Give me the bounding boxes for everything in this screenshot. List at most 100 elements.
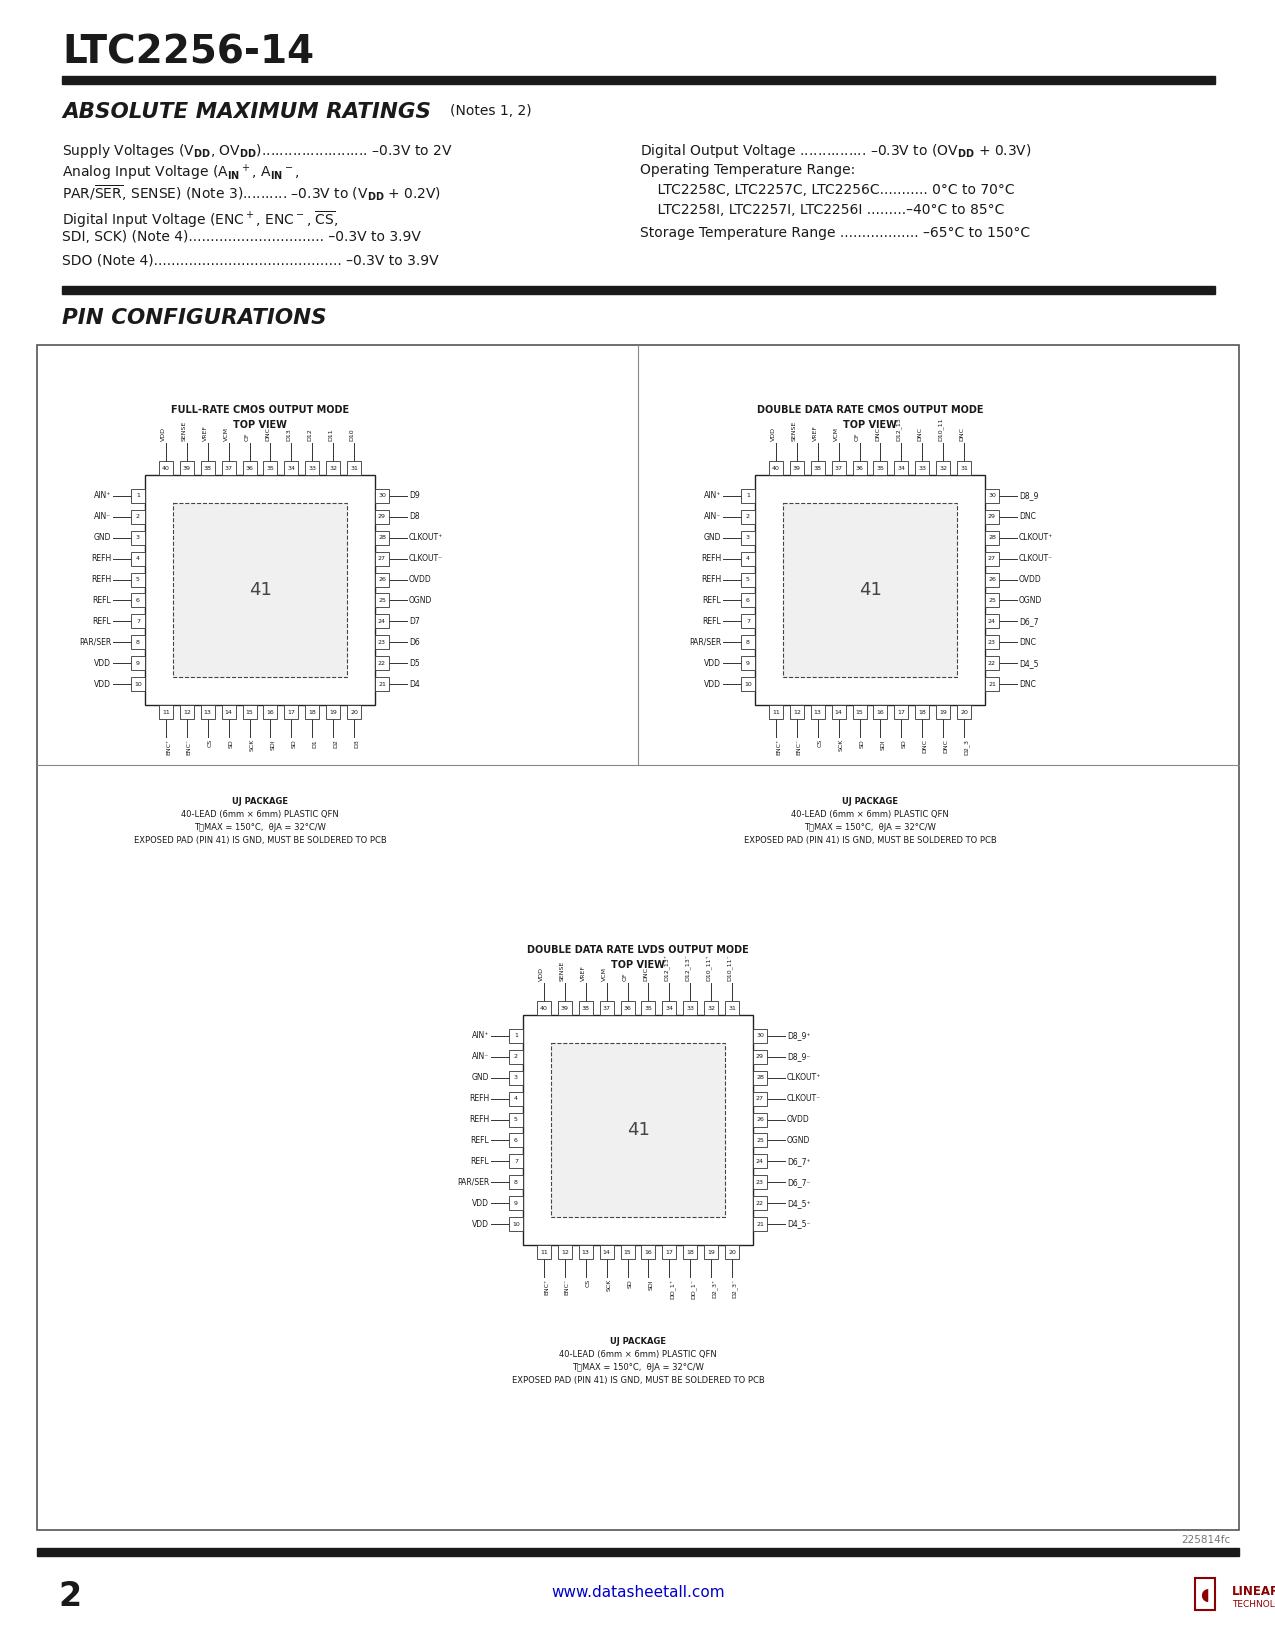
Text: SCK: SCK: [607, 1279, 612, 1292]
Text: 35: 35: [876, 465, 885, 470]
Text: TⰾMAX = 150°C,  θJA = 32°C/W: TⰾMAX = 150°C, θJA = 32°C/W: [805, 823, 936, 832]
Text: 12: 12: [561, 1249, 569, 1254]
Bar: [305, 460, 319, 475]
Text: CS: CS: [208, 739, 213, 747]
Text: CLKOUT⁻: CLKOUT⁻: [409, 554, 444, 563]
Bar: [242, 705, 256, 719]
Bar: [754, 1218, 768, 1231]
Bar: [131, 676, 145, 691]
Bar: [375, 657, 389, 670]
Text: ENC⁻: ENC⁻: [565, 1279, 570, 1295]
Bar: [509, 1155, 523, 1168]
Bar: [131, 635, 145, 648]
Text: REFH: REFH: [469, 1115, 490, 1124]
Text: OVDD: OVDD: [1019, 576, 1042, 584]
Text: DNC: DNC: [922, 739, 927, 752]
Text: 22: 22: [377, 660, 386, 665]
Bar: [37, 1548, 1239, 1556]
Bar: [523, 1015, 754, 1246]
Text: 6: 6: [136, 597, 140, 602]
Text: UJ PACKAGE: UJ PACKAGE: [609, 1336, 666, 1346]
Text: D8_9: D8_9: [1019, 492, 1038, 500]
Bar: [131, 510, 145, 523]
Text: 4: 4: [746, 556, 750, 561]
Bar: [873, 460, 887, 475]
Text: D6_7: D6_7: [1019, 617, 1039, 625]
Text: 12: 12: [793, 710, 801, 714]
Text: 27: 27: [988, 556, 996, 561]
Text: 40-LEAD (6mm × 6mm) PLASTIC QFN: 40-LEAD (6mm × 6mm) PLASTIC QFN: [790, 810, 949, 818]
Text: 22: 22: [756, 1201, 764, 1206]
Text: 3: 3: [136, 535, 140, 540]
Text: VDD: VDD: [472, 1219, 490, 1229]
Text: D4: D4: [409, 680, 419, 688]
Text: ◖: ◖: [1200, 1586, 1209, 1604]
Text: TOP VIEW: TOP VIEW: [843, 421, 896, 431]
Bar: [741, 676, 755, 691]
Text: VREF: VREF: [812, 426, 817, 441]
Text: 41: 41: [626, 1120, 649, 1138]
Bar: [509, 1112, 523, 1127]
Bar: [131, 614, 145, 629]
Text: D5: D5: [409, 658, 419, 668]
Text: GND: GND: [704, 533, 720, 543]
Bar: [958, 460, 972, 475]
Bar: [37, 345, 1239, 1530]
Text: 14: 14: [835, 710, 843, 714]
Bar: [264, 460, 278, 475]
Text: 225814fc: 225814fc: [1181, 1534, 1230, 1544]
Text: 27: 27: [377, 556, 386, 561]
Bar: [811, 705, 825, 719]
Text: 33: 33: [309, 465, 316, 470]
Text: 36: 36: [246, 465, 254, 470]
Text: 9: 9: [514, 1201, 518, 1206]
Bar: [509, 1071, 523, 1084]
Text: AIN⁻: AIN⁻: [94, 512, 111, 521]
Text: 16: 16: [877, 710, 885, 714]
Bar: [958, 705, 972, 719]
Bar: [305, 705, 319, 719]
Text: LTC2258I, LTC2257I, LTC2256I .........–40°C to 85°C: LTC2258I, LTC2257I, LTC2256I .........–4…: [640, 203, 1005, 218]
Bar: [789, 705, 803, 719]
Text: VDD: VDD: [94, 658, 111, 668]
Bar: [704, 1002, 718, 1015]
Text: OF: OF: [245, 432, 250, 441]
Bar: [131, 531, 145, 545]
Text: D2_3⁺: D2_3⁺: [711, 1279, 717, 1299]
Bar: [347, 705, 361, 719]
Text: 1: 1: [136, 493, 140, 498]
Bar: [375, 510, 389, 523]
Text: D9: D9: [409, 492, 419, 500]
Text: OF: OF: [854, 432, 859, 441]
Text: 26: 26: [756, 1117, 764, 1122]
Text: 14: 14: [224, 710, 232, 714]
Text: VDD: VDD: [94, 680, 111, 688]
Bar: [222, 705, 236, 719]
Text: 39: 39: [182, 465, 191, 470]
Text: DNC: DNC: [944, 739, 949, 752]
Text: PAR/SER: PAR/SER: [456, 1178, 490, 1186]
Text: D10_11⁻: D10_11⁻: [727, 954, 732, 982]
Text: REFH: REFH: [91, 554, 111, 563]
Text: DNC: DNC: [644, 967, 649, 982]
Bar: [741, 657, 755, 670]
Text: 11: 11: [541, 1249, 548, 1254]
Text: 15: 15: [856, 710, 863, 714]
Text: 5: 5: [746, 578, 750, 582]
Text: CS: CS: [817, 739, 822, 747]
Bar: [375, 551, 389, 566]
Text: GND: GND: [93, 533, 111, 543]
Text: 38: 38: [581, 1005, 589, 1010]
Text: SD: SD: [627, 1279, 632, 1287]
Bar: [936, 460, 950, 475]
Text: 34: 34: [287, 465, 296, 470]
Text: REFL: REFL: [703, 617, 720, 625]
Bar: [915, 460, 929, 475]
Text: 25: 25: [379, 597, 386, 602]
Bar: [741, 573, 755, 586]
Text: TOP VIEW: TOP VIEW: [233, 421, 287, 431]
Text: 10: 10: [513, 1221, 520, 1226]
Text: 12: 12: [182, 710, 191, 714]
Bar: [754, 1049, 768, 1064]
Text: 23: 23: [756, 1180, 764, 1185]
